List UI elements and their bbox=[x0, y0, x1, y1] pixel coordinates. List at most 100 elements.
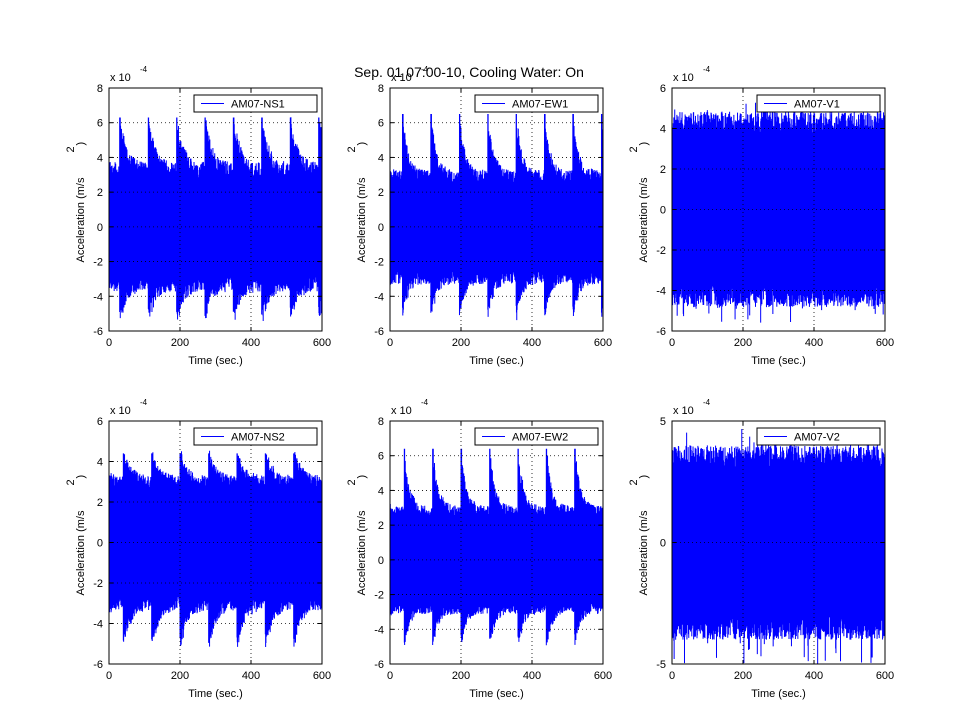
panel-6-xtick-label: 600 bbox=[876, 670, 894, 682]
panel-6-ylabel-close: ) bbox=[638, 475, 650, 479]
panel-4-ytick-label: -4 bbox=[93, 619, 103, 631]
panel-6-ytick-label: -5 bbox=[656, 659, 666, 671]
panel-1-xtick-label: 400 bbox=[242, 337, 260, 349]
panel-6-xlabel: Time (sec.) bbox=[751, 688, 806, 700]
panel-1-ytick-label: 4 bbox=[97, 152, 103, 164]
panel-2-exponent-label: x 10 bbox=[391, 72, 412, 84]
panel-2-ytick-label: -2 bbox=[374, 257, 384, 269]
panel-5-ytick-label: 6 bbox=[378, 451, 384, 463]
panel-2-xtick-label: 600 bbox=[594, 337, 612, 349]
panel-5-xtick-label: 0 bbox=[387, 670, 393, 682]
panel-1-signal-trace bbox=[109, 117, 322, 321]
panel-3-ytick-label: -2 bbox=[656, 245, 666, 257]
panel-5-exponent-power: -4 bbox=[421, 398, 429, 407]
panel-2-ytick-label: 4 bbox=[378, 152, 384, 164]
panel-5-ylabel: Acceleration (m/s 2) bbox=[346, 475, 368, 596]
panel-6-legend-label: AM07-V2 bbox=[794, 432, 840, 444]
panel-4-ylabel-sup: 2 bbox=[65, 479, 77, 485]
panel-2-ytick-label: 6 bbox=[378, 118, 384, 130]
panel-3-ytick-label: -6 bbox=[656, 326, 666, 338]
panel-6-ytick-label: 0 bbox=[660, 538, 666, 550]
panel-2-legend: AM07-EW1 bbox=[474, 94, 599, 113]
panel-3-legend-label: AM07-V1 bbox=[794, 99, 840, 111]
panel-3-xtick-label: 400 bbox=[805, 337, 823, 349]
panel-1-ytick-label: -2 bbox=[93, 257, 103, 269]
panel-3-xtick-label: 0 bbox=[669, 337, 675, 349]
panel-1-xtick-label: 0 bbox=[106, 337, 112, 349]
panel-5-ytick-label: 2 bbox=[378, 520, 384, 532]
panel-1-ytick-label: 8 bbox=[97, 83, 103, 95]
panel-5-ytick-label: 8 bbox=[378, 416, 384, 428]
panel-4-ytick-label: 0 bbox=[97, 538, 103, 550]
panel-2-axes-box bbox=[389, 87, 604, 332]
panel-2-signal-trace bbox=[390, 114, 603, 321]
panel-1-ytick-label: 0 bbox=[97, 222, 103, 234]
panel-6-legend-box bbox=[756, 427, 881, 446]
panel-1-axes-box bbox=[108, 87, 323, 332]
panel-1-ylabel: Acceleration (m/s 2) bbox=[65, 142, 87, 263]
panel-6-ylabel-sup: 2 bbox=[628, 479, 640, 485]
panel-4-exponent-power: -4 bbox=[140, 398, 148, 407]
panel-4-ylabel: Acceleration (m/s 2) bbox=[65, 475, 87, 596]
panel-2-legend-label: AM07-EW1 bbox=[512, 99, 568, 111]
panel-4-legend-label: AM07-NS2 bbox=[231, 432, 285, 444]
panel-6-ytick-label: 5 bbox=[660, 416, 666, 428]
panel-5-ylabel-text: Acceleration (m/s bbox=[356, 510, 368, 595]
panel-4-exponent-label: x 10 bbox=[110, 405, 131, 417]
panel-2-legend-box bbox=[474, 94, 599, 113]
panel-4-xtick-label: 400 bbox=[242, 670, 260, 682]
panel-4-ylabel-close: ) bbox=[75, 475, 87, 479]
panel-4-ylabel-text: Acceleration (m/s bbox=[75, 510, 87, 595]
panel-4-ytick-label: 6 bbox=[97, 416, 103, 428]
panel-1-xtick-label: 200 bbox=[171, 337, 189, 349]
figure-title: Sep. 01 07:00-10, Cooling Water: On bbox=[354, 64, 584, 80]
panel-6-ylabel: Acceleration (m/s 2) bbox=[628, 475, 650, 596]
panel-5-legend: AM07-EW2 bbox=[474, 427, 599, 446]
panel-2-ytick-label: -4 bbox=[374, 291, 384, 303]
panel-6-legend: AM07-V2 bbox=[756, 427, 881, 446]
panel-5-legend-box bbox=[474, 427, 599, 446]
panel-5-xlabel: Time (sec.) bbox=[469, 688, 524, 700]
panel-3-legend-box bbox=[756, 94, 881, 113]
panel-5-xtick-label: 600 bbox=[594, 670, 612, 682]
panel-2-exponent-power: -4 bbox=[421, 65, 429, 74]
panel-3-ytick-label: 0 bbox=[660, 205, 666, 217]
panel-5-ytick-label: -6 bbox=[374, 659, 384, 671]
panel-4-legend: AM07-NS2 bbox=[193, 427, 318, 446]
panel-1-ytick-label: -6 bbox=[93, 326, 103, 338]
panel-1-legend-label: AM07-NS1 bbox=[231, 99, 285, 111]
panel-4-ytick-label: 4 bbox=[97, 457, 103, 469]
panel-5-ytick-label: -4 bbox=[374, 624, 384, 636]
panel-3-ytick-label: 4 bbox=[660, 124, 666, 136]
panel-4-xtick-label: 0 bbox=[106, 670, 112, 682]
panel-4-xtick-label: 200 bbox=[171, 670, 189, 682]
panel-4-legend-box bbox=[193, 427, 318, 446]
panel-3-ytick-label: 6 bbox=[660, 83, 666, 95]
panel-1-exponent-label: x 10 bbox=[110, 72, 131, 84]
subplot-am07-ns1: 0 200 400 600 -6 -4 -2 0 2 4 6 8 x 10 -4 Time (sec.) Ac… bbox=[65, 65, 331, 367]
panel-4-xlabel: Time (sec.) bbox=[188, 688, 243, 700]
panel-4-ytick-label: -6 bbox=[93, 659, 103, 671]
panel-2-ylabel-text: Acceleration (m/s bbox=[356, 177, 368, 262]
subplot-am07-v1: 0 200 400 600 -6 -4 -2 0 2 4 6 x 10 -4 Time (sec.) Acc… bbox=[628, 65, 894, 367]
panel-3-exponent-power: -4 bbox=[703, 65, 711, 74]
panel-5-xtick-label: 400 bbox=[523, 670, 541, 682]
panel-4-xtick-label: 600 bbox=[313, 670, 331, 682]
subplot-am07-ew2: 0 200 400 600 -6 -4 -2 0 2 4 6 8 x 10 -4 Time (sec.) Ac… bbox=[346, 398, 612, 700]
panel-3-exponent-label: x 10 bbox=[673, 72, 694, 84]
panel-6-ylabel-text: Acceleration (m/s bbox=[638, 510, 650, 595]
panel-1-ytick-label: 2 bbox=[97, 187, 103, 199]
panel-1-xtick-label: 600 bbox=[313, 337, 331, 349]
subplot-am07-ns2: 0 200 400 600 -6 -4 -2 0 2 4 6 x 10 -4 Time (sec.) Acc… bbox=[65, 398, 331, 700]
panel-5-ytick-label: 4 bbox=[378, 485, 384, 497]
panel-6-signal-trace bbox=[672, 427, 885, 664]
panel-2-ylabel-sup: 2 bbox=[346, 146, 358, 152]
panel-6-exponent-label: x 10 bbox=[673, 405, 694, 417]
panel-1-xlabel: Time (sec.) bbox=[188, 355, 243, 367]
panel-1-ytick-label: -4 bbox=[93, 291, 103, 303]
panel-3-xlabel: Time (sec.) bbox=[751, 355, 806, 367]
panel-1-legend-box bbox=[193, 94, 318, 113]
panel-2-xlabel: Time (sec.) bbox=[469, 355, 524, 367]
